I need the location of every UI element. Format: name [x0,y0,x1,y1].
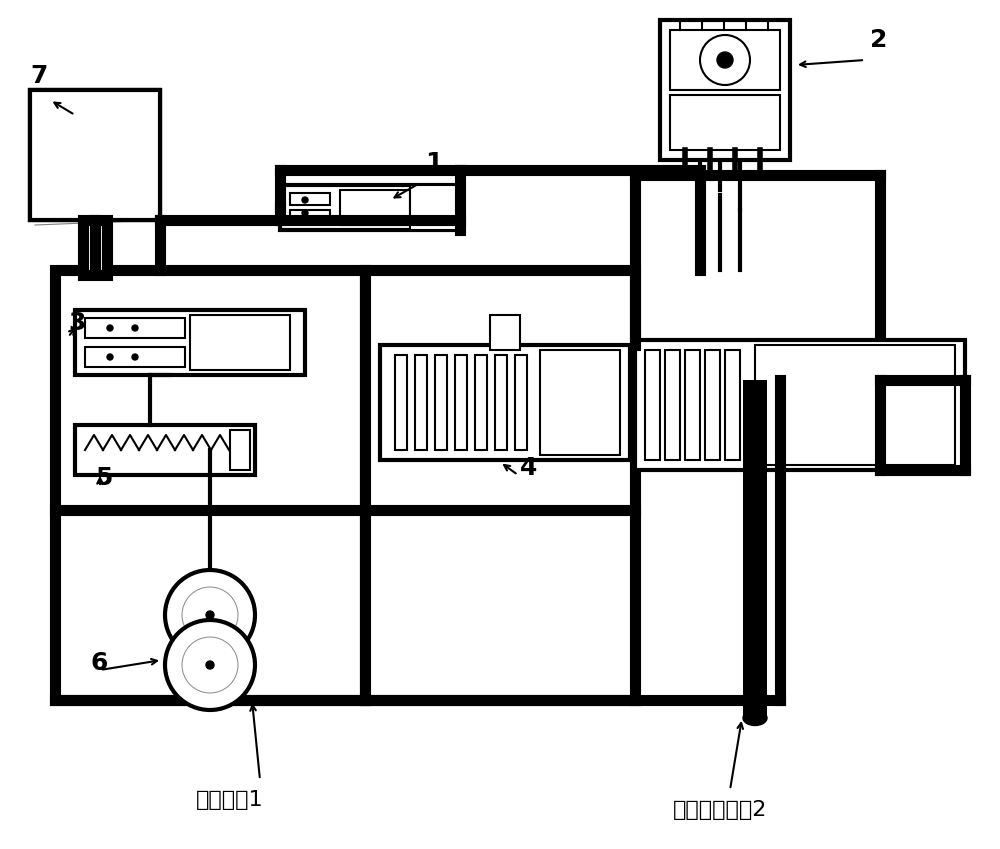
Bar [755,345,955,465]
Bar [75,425,255,475]
Bar [290,210,330,222]
Text: 4: 4 [520,456,537,480]
Circle shape [107,354,113,360]
Bar [410,185,460,230]
Bar [415,355,427,450]
Bar [743,680,767,720]
Bar [230,430,250,470]
Bar [455,355,467,450]
Bar [435,355,447,450]
Bar [495,355,507,450]
Text: 7: 7 [30,64,47,88]
Circle shape [132,354,138,360]
Bar [340,190,410,225]
Bar [75,310,305,375]
Bar [670,95,780,150]
Bar [365,270,635,700]
Circle shape [302,210,308,216]
Bar [280,185,460,230]
Circle shape [107,325,113,331]
Bar [55,270,365,700]
Bar [725,350,740,460]
Bar [85,318,185,338]
Circle shape [206,611,214,619]
Bar [475,355,487,450]
Circle shape [195,650,225,680]
Text: 6: 6 [90,651,107,675]
Text: 1: 1 [425,151,442,175]
Bar [670,30,780,90]
Circle shape [302,197,308,203]
Bar [30,90,160,220]
Bar [30,90,160,220]
Circle shape [182,637,238,693]
Bar [380,345,630,460]
Bar [190,315,290,370]
Bar [540,350,620,455]
Circle shape [700,35,750,85]
Circle shape [206,661,214,669]
Bar [645,350,660,460]
Bar [395,355,407,450]
Circle shape [165,620,255,710]
Circle shape [182,587,238,643]
Circle shape [717,52,733,68]
Bar [83,220,107,275]
Bar [743,380,767,720]
Ellipse shape [743,711,767,726]
Text: 计量燃油出口2: 计量燃油出口2 [673,800,767,820]
Text: 3: 3 [68,311,85,335]
Bar [85,347,185,367]
Text: 主泵供油1: 主泵供油1 [196,790,264,810]
Bar [490,315,520,350]
Text: 2: 2 [870,28,887,52]
Bar [705,350,720,460]
Bar [635,340,965,470]
Bar [685,350,700,460]
Circle shape [165,570,255,660]
Bar [290,193,330,205]
Bar [515,355,527,450]
Bar [30,90,160,220]
Circle shape [132,325,138,331]
Circle shape [195,600,225,630]
Text: 5: 5 [95,466,112,490]
Bar [660,20,790,160]
Bar [665,350,680,460]
